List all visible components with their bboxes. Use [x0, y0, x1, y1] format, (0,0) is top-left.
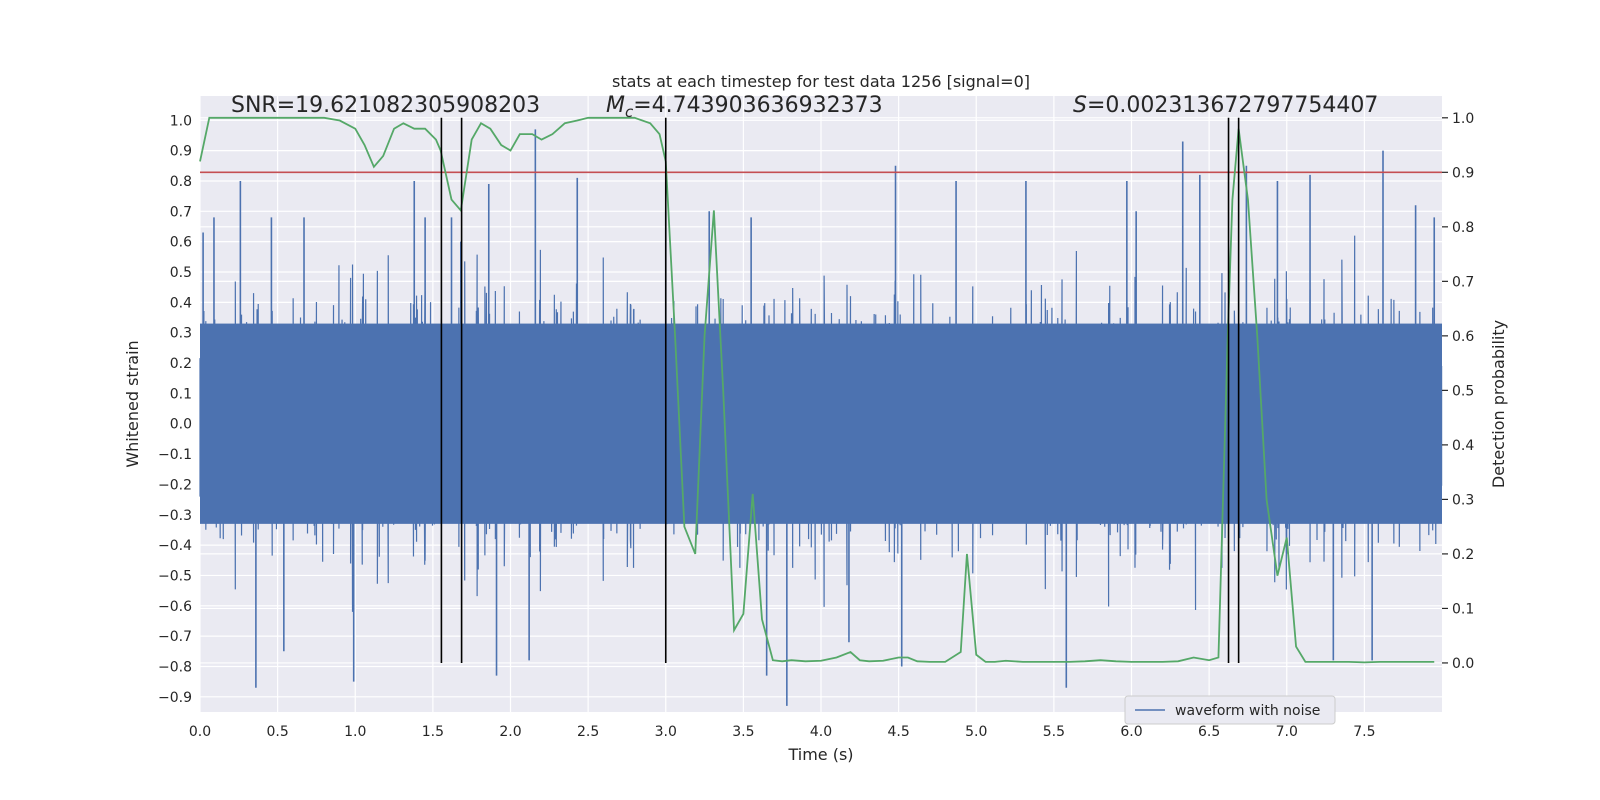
y-right-tick-label-6: 0.6	[1452, 329, 1474, 345]
x-tick-label-8: 4.0	[810, 724, 832, 740]
y-right-tick-label-7: 0.7	[1452, 274, 1474, 290]
y-tick-label-19: 1.0	[170, 113, 192, 129]
y-tick-label-17: 0.8	[170, 174, 192, 190]
annotation-chirp-mass-symbol: M	[606, 93, 625, 118]
y-right-tick-label-2: 0.2	[1452, 547, 1474, 563]
x-tick-label-2: 1.0	[344, 724, 366, 740]
x-tick-labels: 0.0 0.5 1.0 1.5 2.0 2.5 3.0 3.5 4.0 4.5 5.0 5.5 6.0 6…	[189, 724, 1376, 740]
y-tick-label-5: −0.4	[158, 538, 192, 554]
annotation-snr: SNR=19.621082305908203	[231, 93, 540, 118]
y-right-axis-label: Detection probability	[1489, 320, 1508, 488]
y-tick-label-2: −0.7	[158, 629, 192, 645]
annotation-s-symbol: S	[1073, 93, 1087, 118]
x-tick-label-9: 4.5	[887, 724, 909, 740]
y-right-tick-label-10: 1.0	[1452, 111, 1474, 127]
y-right-tick-label-8: 0.8	[1452, 220, 1474, 236]
y-right-tick-labels: 0.0 0.1 0.2 0.3 0.4 0.5 0.6 0.7 0.8 0.9 1.0	[1442, 111, 1474, 672]
x-tick-label-10: 5.0	[965, 724, 987, 740]
y-tick-label-16: 0.7	[170, 204, 192, 220]
y-tick-label-10: 0.1	[170, 386, 192, 402]
x-tick-label-13: 6.5	[1198, 724, 1220, 740]
y-tick-labels: −0.9 −0.8 −0.7 −0.6 −0.5 −0.4 −0.3 −0.2 −0.1 0.0 0…	[158, 113, 192, 706]
y-tick-label-18: 0.9	[170, 144, 192, 160]
x-tick-label-5: 2.5	[577, 724, 599, 740]
legend: waveform with noise	[1124, 695, 1336, 725]
y-right-tick-label-1: 0.1	[1452, 601, 1474, 617]
annotation-chirp-mass-subscript: c	[625, 103, 634, 121]
y-tick-label-6: −0.3	[158, 508, 192, 524]
x-tick-label-6: 3.0	[655, 724, 677, 740]
detection-probability-line	[199, 116, 1435, 664]
chart-title: stats at each timestep for test data 125…	[612, 72, 1030, 91]
series-detection-probability	[199, 116, 1435, 664]
y-tick-label-15: 0.6	[170, 235, 192, 251]
x-tick-label-15: 7.5	[1353, 724, 1375, 740]
legend-box	[1124, 695, 1336, 725]
x-tick-label-7: 3.5	[732, 724, 754, 740]
y-axis-label: Whitened strain	[123, 340, 142, 467]
annotation-s-value: =0.002313672797754407	[1087, 93, 1378, 118]
x-axis-label: Time (s)	[787, 745, 853, 764]
annotation-s: S=0.002313672797754407	[1073, 93, 1378, 118]
y-tick-label-12: 0.3	[170, 326, 192, 342]
y-tick-label-9: 0.0	[170, 417, 192, 433]
y-tick-label-14: 0.5	[170, 265, 192, 281]
x-tick-label-14: 7.0	[1276, 724, 1298, 740]
y-tick-label-8: −0.1	[158, 447, 192, 463]
y-tick-label-0: −0.9	[158, 690, 192, 706]
x-tick-label-1: 0.5	[266, 724, 288, 740]
x-tick-label-0: 0.0	[189, 724, 211, 740]
y-right-tick-label-0: 0.0	[1452, 656, 1474, 672]
y-right-tick-label-4: 0.4	[1452, 438, 1474, 454]
y-right-tick-label-9: 0.9	[1452, 165, 1474, 181]
x-tick-label-12: 6.0	[1120, 724, 1142, 740]
annotation-chirp-mass: Mc=4.743903636932373	[606, 93, 883, 121]
y-tick-label-13: 0.4	[170, 295, 192, 311]
x-tick-label-4: 2.0	[499, 724, 521, 740]
vertical-markers	[440, 117, 1240, 663]
y-tick-label-1: −0.8	[158, 659, 192, 675]
x-tick-label-3: 1.5	[422, 724, 444, 740]
y-tick-label-4: −0.5	[158, 568, 192, 584]
annotation-chirp-mass-value: =4.743903636932373	[633, 93, 882, 118]
y-tick-label-3: −0.6	[158, 599, 192, 615]
y-right-tick-label-5: 0.5	[1452, 383, 1474, 399]
y-tick-label-7: −0.2	[158, 477, 192, 493]
y-right-tick-label-3: 0.3	[1452, 492, 1474, 508]
waveform-noise-core	[200, 323, 1442, 524]
x-tick-label-11: 5.5	[1043, 724, 1065, 740]
legend-entry-waveform: waveform with noise	[1175, 703, 1320, 719]
y-tick-label-11: 0.2	[170, 356, 192, 372]
